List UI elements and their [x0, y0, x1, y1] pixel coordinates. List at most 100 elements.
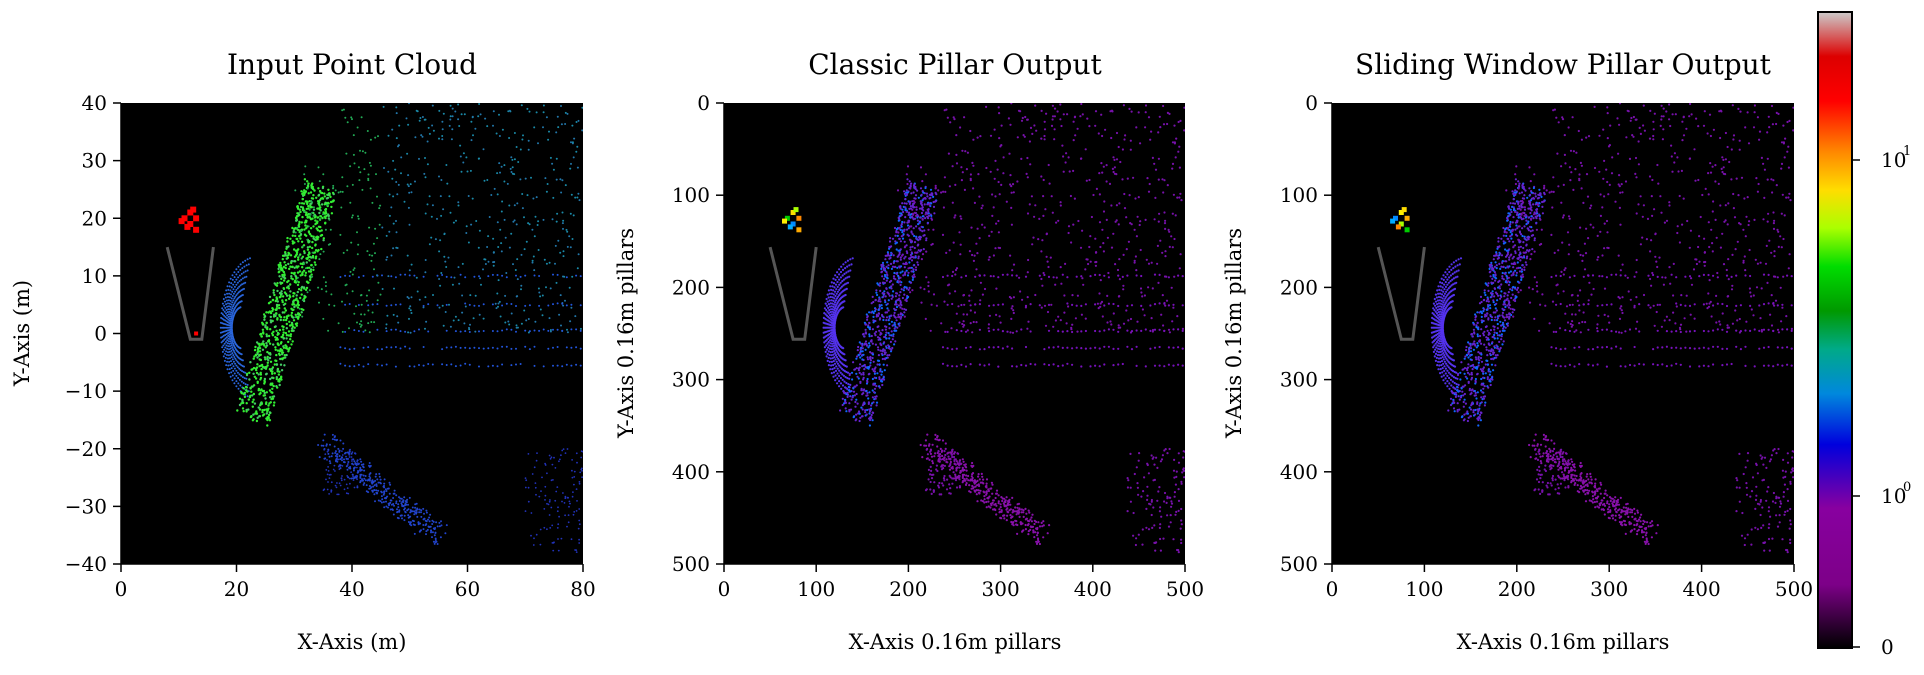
- point: [333, 438, 336, 441]
- point: [344, 364, 347, 367]
- pillar: [908, 180, 911, 183]
- pillar: [871, 396, 875, 399]
- pillar: [829, 342, 832, 345]
- point: [274, 338, 278, 341]
- point: [454, 365, 457, 368]
- point: [426, 163, 429, 166]
- pillar: [823, 341, 826, 344]
- pillar: [1167, 346, 1170, 349]
- point: [367, 173, 370, 176]
- point: [272, 330, 275, 333]
- pillar: [918, 220, 922, 223]
- pillar: [1033, 536, 1036, 539]
- pillar: [879, 368, 882, 371]
- point: [439, 284, 442, 287]
- point: [364, 475, 367, 477]
- pillar: [859, 363, 862, 366]
- point: [581, 129, 583, 132]
- pillar: [827, 306, 830, 309]
- pillar: [1080, 330, 1083, 333]
- pillar: [942, 206, 946, 209]
- pillar: [833, 317, 836, 320]
- pillar: [890, 330, 893, 333]
- pillar: [985, 166, 988, 170]
- pillar: [843, 402, 846, 405]
- pillar: [895, 241, 899, 244]
- point: [580, 467, 583, 470]
- pillar: [1062, 170, 1065, 173]
- cluster-pillar: [784, 215, 790, 221]
- pillar: [833, 349, 836, 352]
- pillar: [865, 313, 868, 316]
- point: [305, 227, 308, 230]
- point: [304, 267, 307, 270]
- point: [390, 328, 393, 331]
- point: [575, 274, 578, 277]
- point: [374, 252, 376, 255]
- pillar: [864, 323, 868, 326]
- point: [359, 473, 362, 476]
- pillar: [827, 340, 830, 344]
- point: [482, 330, 485, 332]
- pillar: [1040, 277, 1043, 281]
- point: [400, 497, 403, 500]
- point: [293, 326, 296, 329]
- point: [226, 311, 229, 314]
- point: [358, 179, 361, 182]
- pillar: [1059, 319, 1062, 322]
- point: [351, 183, 354, 186]
- pillar: [931, 242, 934, 246]
- point: [356, 471, 359, 474]
- pillar: [830, 299, 833, 302]
- pillar: [1005, 200, 1008, 203]
- pillar: [1084, 347, 1087, 350]
- point: [557, 239, 560, 242]
- point: [324, 208, 327, 212]
- pillar: [837, 295, 840, 298]
- point: [324, 285, 327, 287]
- pillar: [1173, 141, 1176, 144]
- point: [293, 305, 296, 309]
- point: [404, 510, 407, 513]
- pillar: [942, 190, 945, 193]
- point: [229, 332, 232, 335]
- pillar: [832, 277, 835, 280]
- pillar: [915, 235, 918, 238]
- point: [564, 184, 567, 187]
- pillar: [948, 468, 952, 471]
- pillar: [1163, 222, 1167, 225]
- pillar: [1047, 363, 1051, 367]
- pillar: [987, 323, 991, 326]
- point: [354, 452, 357, 455]
- point: [497, 305, 499, 308]
- pillar: [1179, 119, 1182, 122]
- point: [276, 300, 279, 303]
- point: [229, 289, 232, 292]
- point: [236, 281, 239, 284]
- point: [332, 187, 335, 189]
- pillar: [838, 359, 841, 362]
- pillar: [1162, 191, 1165, 194]
- pillar: [910, 215, 914, 218]
- pillar: [1123, 138, 1126, 141]
- pillar: [887, 264, 890, 267]
- point: [378, 475, 381, 478]
- pillar: [885, 287, 888, 290]
- pillar: [935, 193, 938, 196]
- pillar: [879, 317, 882, 320]
- point: [392, 195, 395, 198]
- pillar: [987, 258, 990, 261]
- pillar: [1011, 183, 1015, 186]
- pillar: [1117, 304, 1120, 308]
- point: [576, 500, 578, 502]
- pillar: [869, 351, 872, 354]
- pillar: [826, 310, 829, 313]
- point: [238, 280, 241, 283]
- pillar: [1026, 327, 1029, 330]
- point: [287, 340, 290, 344]
- point: [238, 397, 242, 400]
- point: [297, 303, 300, 307]
- point: [499, 171, 501, 174]
- point: [279, 316, 283, 319]
- point: [498, 162, 501, 165]
